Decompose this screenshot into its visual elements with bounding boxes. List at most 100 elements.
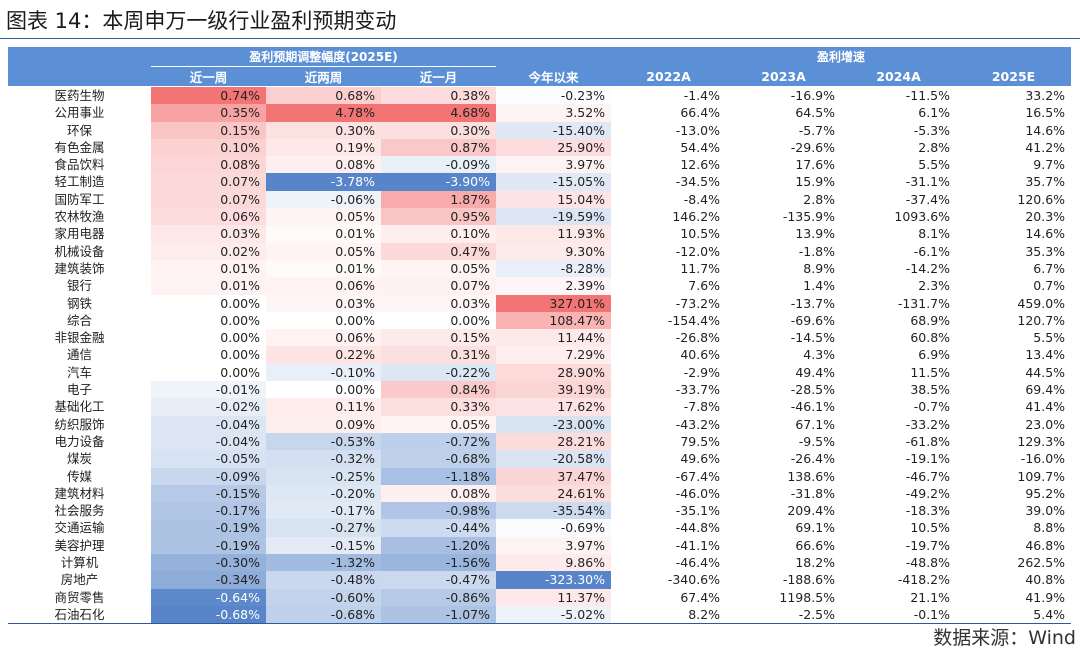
value-cell: -6.1% [913,243,951,259]
industry-name: 交通运输 [54,520,105,536]
value-cell: -31.1% [905,174,951,190]
value-cell: -12.0% [675,243,721,259]
value-cell: -1.56% [381,554,497,572]
value-cell: 6.7% [1033,260,1066,276]
value-cell: -41.1% [675,537,721,553]
value-cell: 0.11% [266,398,381,416]
figure-title: 图表 14：本周申万一级行业盈利预期变动 [6,9,397,33]
value-cell: -0.68% [266,605,381,625]
value-cell: -154.4% [667,312,721,328]
value-cell: -1.07% [381,605,497,625]
value-cell: 0.87% [381,138,497,157]
industry-name: 轻工制造 [54,174,105,190]
table-row: 建筑装饰 0.01% 0.01% 0.05% -8.28% 11.7% 8.9% -14.2%… [8,259,1071,278]
value-cell: -46.0% [675,485,721,501]
group-header-growth: 盈利增速 [611,47,1072,67]
value-cell: 0.01% [151,259,266,278]
value-cell: 0.00% [335,312,375,328]
value-cell: 2.8% [803,191,836,207]
value-cell: 0.05% [266,208,381,226]
value-cell: 0.00% [220,330,260,346]
table-row: 汽车 0.00% -0.10% -0.22% 28.90% -2.9% 49.4% 11.5%… [8,363,1071,382]
value-cell: -0.19% [151,519,266,537]
value-cell: 0.01% [266,259,381,278]
value-cell: 5.4% [956,605,1072,625]
earnings-revision-table: 盈利预期调整幅度(2025E) 盈利增速 近一周 近两周 近一月 今年以来 20… [8,47,1072,625]
value-cell: 7.6% [688,278,721,294]
industry-name: 机械设备 [54,243,105,259]
value-cell: 15.9% [795,174,836,190]
value-cell: 0.09% [266,415,381,433]
value-cell: -0.06% [266,190,381,209]
value-cell: 0.33% [381,398,497,416]
value-cell: 0.30% [266,121,381,139]
value-cell: -0.47% [381,571,497,589]
value-cell: -0.34% [151,571,266,589]
value-cell: -0.7% [913,399,951,415]
value-cell: 11.7% [680,260,721,276]
value-cell: 0.30% [381,121,497,139]
value-cell: 0.07% [151,190,266,209]
value-cell: 11.5% [910,364,951,380]
column-header: 2022A [611,66,727,87]
value-cell: 0.06% [266,329,381,347]
industry-name: 煤炭 [66,451,92,467]
value-cell: -20.58% [496,450,612,468]
value-cell: 4.68% [381,104,497,122]
value-cell: 108.47% [496,311,612,330]
value-cell: -0.64% [151,588,266,606]
value-cell: -9.5% [798,433,836,449]
value-cell: -418.2% [897,572,951,588]
industry-name: 食品饮料 [54,157,105,173]
value-cell: -15.05% [496,173,612,191]
value-cell: 10.5% [910,520,951,536]
table-row: 电子 -0.01% 0.00% 0.84% 39.19% -33.7% -28.5% 38.5… [8,381,1071,399]
value-cell: -16.0% [1020,451,1066,467]
column-header: 2023A [726,66,842,87]
value-cell: -61.8% [905,433,951,449]
column-header: 2024A [841,66,957,87]
value-cell: -1.32% [266,554,381,572]
value-cell: 44.5% [1025,364,1066,380]
column-header: 今年以来 [496,66,612,87]
table-row: 美容护理 -0.19% -0.15% -1.20% 3.97% -41.1% 66.6% -1… [8,536,1071,555]
value-cell: -0.60% [266,588,381,606]
table-row: 传媒 -0.09% -0.25% -1.18% 37.47% -67.4% 138.6% -4… [8,467,1071,485]
value-cell: -0.69% [496,519,612,537]
industry-name: 电力设备 [54,433,105,449]
value-cell: 8.8% [1033,520,1066,536]
value-cell: 0.15% [381,329,497,347]
value-cell: 0.7% [1033,278,1066,294]
industry-name: 银行 [66,278,92,294]
value-cell: -0.23% [496,86,612,105]
value-cell: -19.7% [905,537,951,553]
value-cell: 40.6% [680,347,721,363]
industry-name: 房地产 [60,572,99,588]
value-cell: -8.4% [683,191,721,207]
value-cell: -11.5% [905,88,951,103]
value-cell: 0.00% [220,347,260,363]
value-cell: 24.61% [496,484,612,503]
table-row: 公用事业 0.35% 4.78% 4.68% 3.52% 66.4% 64.5% 6.1% 16… [8,104,1071,122]
table-row: 社会服务 -0.17% -0.17% -0.98% -35.54% -35.1% 209.4… [8,502,1071,520]
value-cell: 7.29% [496,346,612,364]
value-cell: 12.6% [680,157,721,173]
value-cell: 0.06% [266,277,381,295]
value-cell: 0.01% [266,225,381,243]
value-cell: 0.68% [266,86,381,105]
table-row: 计算机 -0.30% -1.32% -1.56% 9.86% -46.4% 18.2% -48… [8,554,1071,572]
value-cell: 41.9% [1025,589,1066,605]
industry-name: 非银金融 [54,330,105,346]
value-cell: 0.08% [151,156,266,174]
value-cell: -26.8% [675,330,721,346]
value-cell: -5.7% [798,122,836,138]
table-row: 环保 0.15% 0.30% 0.30% -15.40% -13.0% -5.7% -5.3%… [8,121,1071,139]
value-cell: 1.87% [381,190,497,209]
table-row: 电力设备 -0.04% -0.53% -0.72% 28.21% 79.5% -9.5% -6… [8,432,1071,451]
value-cell: 0.01% [151,277,266,295]
value-cell: 6.9% [918,347,951,363]
value-cell: -0.30% [151,554,266,572]
value-cell: 1198.5% [779,589,836,605]
industry-name: 综合 [66,312,92,328]
value-cell: 0.00% [450,312,491,328]
